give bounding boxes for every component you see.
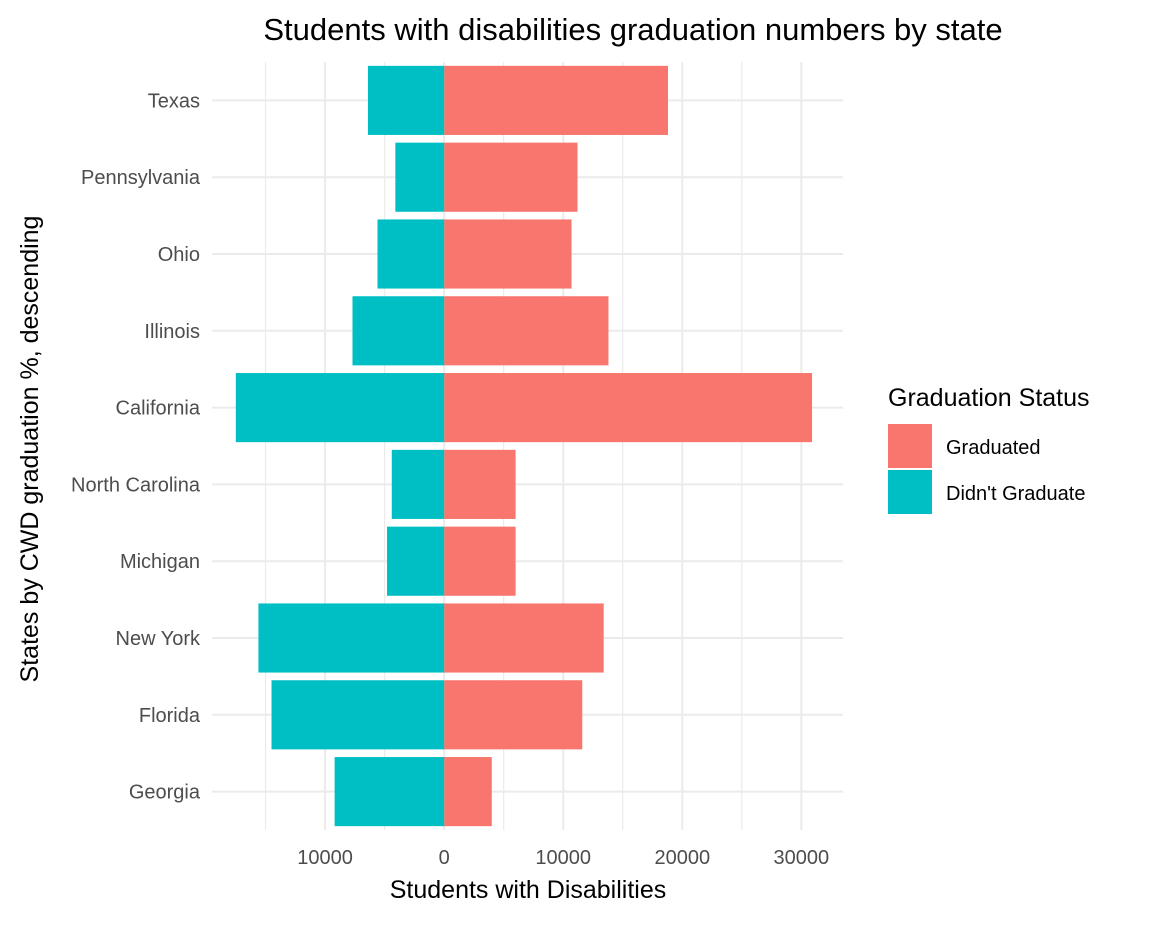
bar-didnt-graduate — [258, 603, 445, 673]
bar-graduated — [444, 296, 609, 366]
y-tick-label: Michigan — [120, 551, 200, 573]
y-tick-label: Ohio — [158, 244, 200, 266]
bar-didnt-graduate — [367, 65, 445, 135]
x-tick-label: 10000 — [535, 847, 591, 869]
legend-swatch — [888, 470, 932, 514]
x-tick-label: 0 — [439, 847, 450, 869]
legend-label: Graduated — [946, 437, 1041, 459]
bar-graduated — [444, 219, 572, 289]
bar-graduated — [444, 449, 516, 519]
bar-didnt-graduate — [387, 526, 445, 596]
y-axis-title: States by CWD graduation %, descending — [16, 216, 44, 683]
bar-graduated — [444, 65, 668, 135]
y-tick-label: Georgia — [129, 782, 201, 804]
bar-graduated — [444, 373, 813, 443]
bars — [235, 65, 813, 827]
bar-didnt-graduate — [334, 757, 445, 827]
bar-didnt-graduate — [377, 219, 445, 289]
y-tick-label: North Carolina — [71, 474, 201, 496]
y-tick-label: Florida — [139, 705, 201, 727]
x-axis-title: Students with Disabilities — [390, 876, 667, 904]
bar-didnt-graduate — [391, 449, 445, 519]
legend-items: Graduated Didn't Graduate — [888, 424, 1085, 514]
legend-swatch — [888, 424, 932, 468]
x-tick-label: 30000 — [774, 847, 830, 869]
y-tick-label: New York — [116, 628, 201, 650]
legend-label: Didn't Graduate — [946, 483, 1085, 505]
bar-graduated — [444, 526, 516, 596]
bar-didnt-graduate — [235, 373, 445, 443]
y-tick-label: California — [116, 398, 201, 420]
bar-didnt-graduate — [352, 296, 445, 366]
x-tick-labels: 10000 0 10000 20000 30000 — [297, 847, 829, 869]
bar-graduated — [444, 142, 578, 212]
bar-graduated — [444, 757, 492, 827]
y-tick-label: Pennsylvania — [81, 167, 201, 189]
legend: Graduation Status Graduated Didn't Gradua… — [888, 384, 1090, 514]
x-tick-label: 20000 — [654, 847, 710, 869]
x-tick-label: 10000 — [297, 847, 353, 869]
y-tick-label: Illinois — [144, 321, 200, 343]
y-tick-labels: Texas Pennsylvania Ohio Illinois California N… — [71, 90, 201, 803]
bar-graduated — [444, 603, 604, 673]
bar-graduated — [444, 680, 583, 750]
bar-didnt-graduate — [271, 680, 445, 750]
legend-title: Graduation Status — [888, 384, 1090, 412]
bar-didnt-graduate — [395, 142, 445, 212]
chart-title: Students with disabilities graduation nu… — [263, 12, 1002, 47]
y-tick-label: Texas — [148, 90, 200, 112]
